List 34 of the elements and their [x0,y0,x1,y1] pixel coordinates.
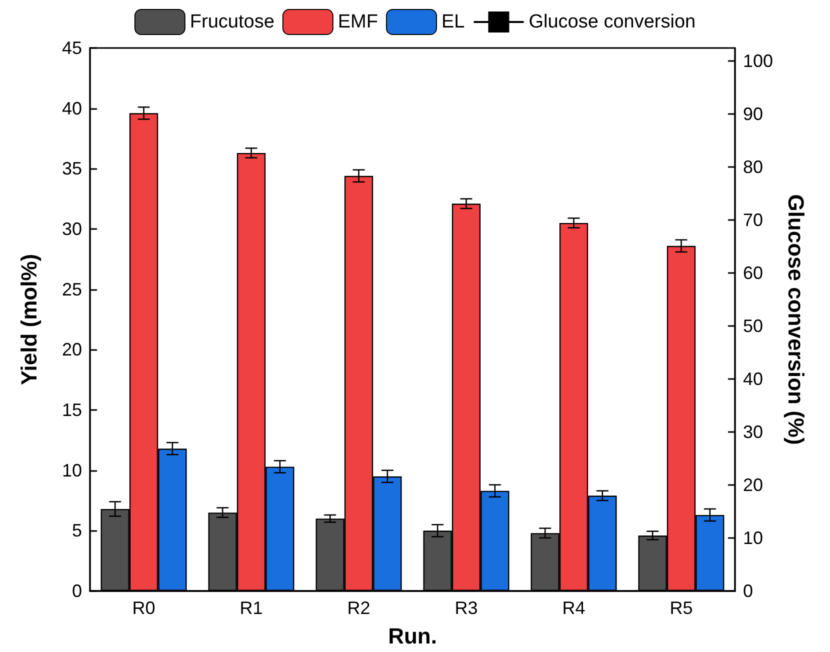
x-axis-title: Run. [388,624,437,648]
y2-tick-label: 70 [743,210,764,230]
y-tick-label: 45 [62,38,82,58]
x-tick-label: R4 [562,598,586,618]
x-tick-label: R2 [347,598,370,618]
y-tick-label: 5 [72,520,82,541]
y2-tick-label: 80 [743,157,764,178]
y-tick-label: 20 [62,340,82,360]
y-tick-label: 0 [72,581,82,601]
legend-label: Frucutose [190,12,274,32]
y-tick-label: 30 [62,219,82,239]
y-tick-label: 25 [62,279,82,300]
x-tick-label: R3 [454,598,478,618]
y-tick-label: 35 [62,158,82,179]
legend-label: EMF [338,12,378,32]
y2-tick-label: 20 [743,475,764,496]
y2-tick-label: 30 [743,422,764,442]
y2-tick-label: 50 [743,316,764,336]
y2-tick-label: 40 [743,369,764,390]
x-tick-label: R0 [132,598,156,618]
y2-tick-label: 0 [743,581,754,601]
y-tick-label: 15 [62,400,82,420]
y2-tick-label: 100 [743,51,774,72]
y-axis-title: Yield (mol%) [16,254,42,386]
y-tick-label: 40 [62,98,82,118]
legend-label: EL [441,12,465,32]
y-tick-label: 10 [62,460,82,480]
y2-tick-label: 90 [743,104,764,124]
legend-label: Glucose conversion [528,12,696,32]
y2-tick-label: 60 [743,263,764,284]
x-tick-label: R5 [670,598,693,618]
y2-axis-title: Glucose conversion (%) [784,194,808,445]
y2-tick-label: 10 [743,528,764,548]
x-tick-label: R1 [240,598,263,618]
